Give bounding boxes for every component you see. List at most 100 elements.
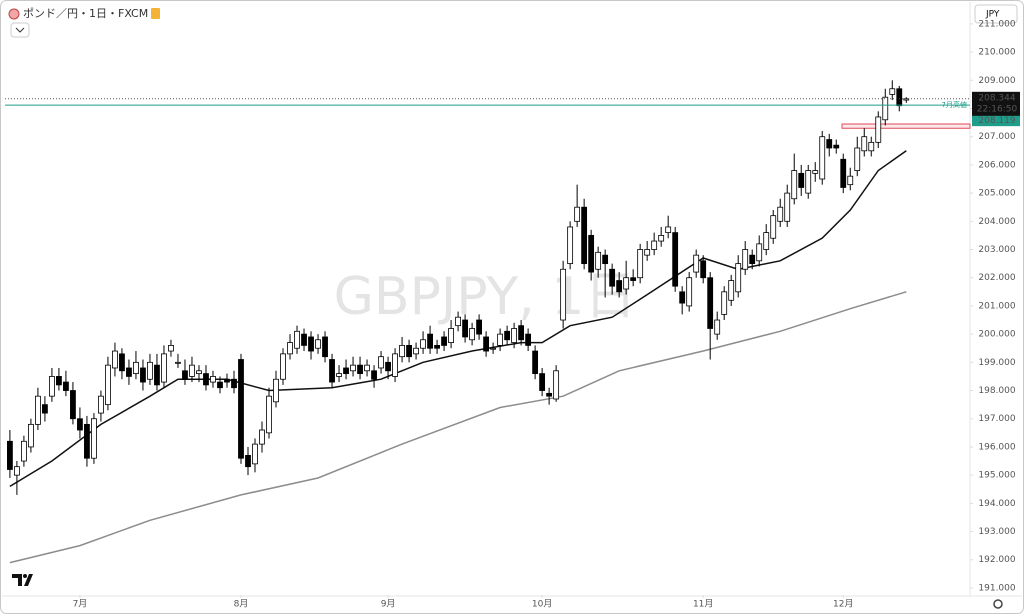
- candle-body: [532, 350, 539, 375]
- candle-body: [889, 88, 896, 95]
- candle-body: [392, 353, 398, 377]
- candle-body: [84, 423, 90, 459]
- y-tick-label: 206.000: [978, 160, 1015, 170]
- collapse-button[interactable]: [10, 22, 30, 38]
- candle-body: [882, 96, 889, 121]
- candle-body: [217, 381, 223, 389]
- x-tick-label: 11月: [693, 599, 713, 610]
- level-price-box: [972, 114, 1020, 127]
- y-tick-label: 207.000: [978, 132, 1015, 142]
- y-tick-label: 197.000: [978, 414, 1015, 424]
- y-tick-label: 203.000: [978, 245, 1015, 255]
- candle-body: [658, 235, 665, 242]
- candle-body: [119, 353, 125, 372]
- y-tick-label: 192.000: [978, 555, 1015, 565]
- candle-body: [581, 206, 588, 265]
- symbol-title: ポンド／円・1日・FXCM: [23, 7, 148, 20]
- candle-body: [819, 136, 826, 180]
- countdown-label: 22:16:50: [977, 104, 1018, 114]
- candle-body: [861, 136, 868, 152]
- candle-body: [112, 350, 118, 369]
- chevron-icon: [15, 27, 25, 33]
- y-tick-label: 211.000: [978, 19, 1015, 29]
- candle-body: [210, 376, 216, 383]
- candle-body: [308, 336, 314, 352]
- candle-body: [693, 254, 700, 273]
- last-price-box: [972, 91, 1020, 116]
- candle-body: [224, 378, 230, 383]
- plot-area: [7, 80, 971, 564]
- candle-body: [595, 251, 602, 270]
- candle-body: [679, 291, 686, 304]
- candle-body: [259, 429, 265, 445]
- candle-body: [126, 367, 132, 377]
- candle-body: [77, 418, 83, 431]
- candle-body: [728, 280, 735, 301]
- candle-body: [28, 423, 34, 448]
- candle-body: [476, 319, 482, 335]
- candle-body: [322, 336, 328, 358]
- candle-body: [588, 235, 595, 273]
- candle-body: [238, 359, 244, 459]
- candle-body: [63, 381, 69, 391]
- candle-body: [798, 172, 805, 188]
- candle-body: [140, 367, 146, 383]
- candle-body: [469, 328, 475, 341]
- candle-body: [868, 141, 875, 152]
- candle-body: [553, 370, 560, 400]
- candle-body: [42, 404, 48, 414]
- candle-body: [168, 345, 174, 352]
- candle-body: [630, 277, 637, 281]
- candle-body: [406, 345, 412, 358]
- candle-body: [763, 232, 770, 250]
- candle-body: [35, 395, 41, 425]
- candle-body: [49, 376, 55, 397]
- x-tick-label: 8月: [234, 599, 249, 610]
- candle-body: [812, 170, 819, 174]
- y-tick-label: 193.000: [978, 527, 1015, 537]
- candle-body: [273, 378, 279, 403]
- candle-body: [707, 277, 714, 329]
- candle-body: [252, 443, 258, 465]
- last-price-label: 208.344: [978, 93, 1015, 103]
- candle-body: [357, 364, 363, 375]
- candle-body: [294, 330, 300, 349]
- candle-body: [721, 291, 728, 315]
- settings-icon[interactable]: [993, 599, 1003, 609]
- candle-body: [413, 347, 419, 355]
- candle-body: [735, 263, 742, 293]
- candle-body: [770, 215, 777, 239]
- moving-average-line: [9, 291, 907, 564]
- candle-body: [546, 392, 553, 397]
- candle-body: [875, 116, 882, 143]
- candle-body: [791, 170, 798, 200]
- candle-body: [175, 361, 181, 364]
- y-tick-label: 204.000: [978, 217, 1015, 227]
- level-price-label: 208.119: [978, 116, 1015, 126]
- y-tick-label: 199.000: [978, 358, 1015, 368]
- candle-body: [280, 353, 286, 380]
- candle-body: [616, 280, 623, 293]
- candle-body: [105, 364, 111, 406]
- candle-body: [651, 240, 658, 250]
- candle-body: [833, 144, 840, 149]
- y-tick-label: 210.000: [978, 48, 1015, 58]
- candle-body: [539, 373, 546, 391]
- y-tick-label: 196.000: [978, 442, 1015, 452]
- currency-button[interactable]: [974, 4, 1018, 24]
- candle-body: [301, 333, 307, 346]
- candle-body: [245, 454, 251, 468]
- candle-body: [287, 342, 293, 355]
- candle-body: [560, 268, 567, 321]
- candle-body: [672, 232, 679, 287]
- candle-body: [343, 367, 349, 375]
- candle-body: [147, 361, 153, 380]
- candle-body: [903, 98, 910, 101]
- watermark: GBPJPY, 1日: [334, 267, 637, 327]
- y-tick-label: 202.000: [978, 273, 1015, 283]
- candle-body: [56, 376, 62, 386]
- candle-body: [315, 339, 321, 349]
- candle-body: [7, 440, 13, 470]
- market-badge: [151, 8, 160, 19]
